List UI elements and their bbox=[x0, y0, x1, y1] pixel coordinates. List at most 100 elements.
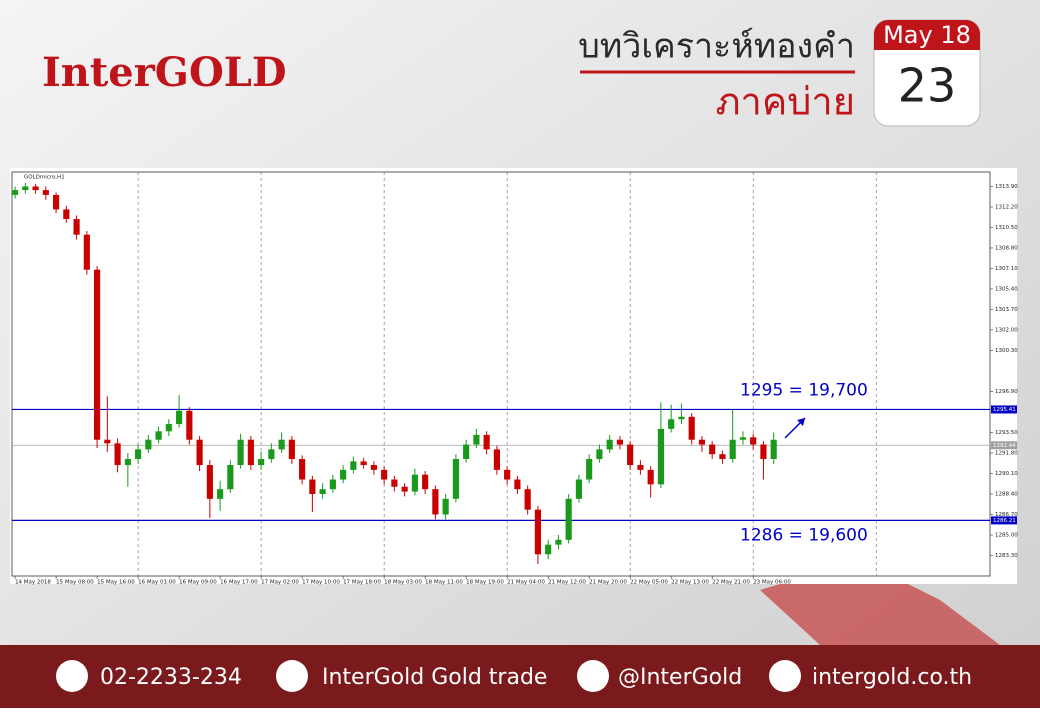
candle-body bbox=[657, 428, 664, 485]
candle-body bbox=[340, 469, 347, 480]
candle-body bbox=[237, 439, 244, 466]
candle-body bbox=[186, 410, 193, 440]
candle-body bbox=[719, 454, 726, 460]
x-tick-label: 16 May 09:00 bbox=[179, 580, 217, 586]
candle-body bbox=[12, 190, 19, 195]
candle-body bbox=[616, 439, 623, 445]
header-title: บทวิเคราะห์ทองคำ bbox=[578, 27, 855, 67]
candle-body bbox=[678, 416, 685, 420]
y-tick-label: 1283.30 bbox=[995, 553, 1018, 559]
candle-body bbox=[114, 443, 121, 466]
candle-body bbox=[227, 465, 234, 490]
candle-body bbox=[565, 498, 572, 540]
candle-body bbox=[268, 449, 275, 460]
y-tick-label: 1310.50 bbox=[995, 225, 1018, 231]
plot-frame bbox=[11, 171, 991, 577]
footer bbox=[0, 645, 1040, 708]
y-tick-label: 1293.50 bbox=[995, 430, 1018, 436]
level-note: 1295 = 19,700 bbox=[740, 380, 868, 400]
y-tick-label: 1291.80 bbox=[995, 450, 1018, 456]
y-tick-label: 1296.90 bbox=[995, 389, 1018, 395]
x-tick-label: 18 May 03:00 bbox=[384, 580, 422, 586]
candle-body bbox=[350, 461, 357, 470]
candle-body bbox=[94, 269, 101, 440]
candle-body bbox=[739, 437, 747, 440]
chart-title: GOLDmicro,H1 bbox=[24, 175, 65, 181]
candle-body bbox=[278, 439, 285, 450]
candle-body bbox=[217, 489, 224, 499]
y-tick-label: 1302.00 bbox=[995, 327, 1018, 333]
candle-body bbox=[575, 479, 582, 499]
y-tick-label: 1300.30 bbox=[995, 348, 1018, 354]
candle-body bbox=[514, 479, 521, 490]
candle-body bbox=[329, 479, 336, 490]
candle-body bbox=[606, 439, 613, 450]
x-tick-label: 15 May 08:00 bbox=[56, 580, 94, 586]
candle-body bbox=[524, 489, 531, 510]
candle-body bbox=[493, 449, 500, 470]
x-tick-label: 16 May 01:00 bbox=[138, 580, 176, 586]
x-tick-label: 22 May 05:00 bbox=[630, 580, 668, 586]
chart-panel bbox=[10, 168, 1017, 584]
candle-body bbox=[196, 439, 203, 466]
y-tick-label: 1312.20 bbox=[995, 204, 1018, 210]
candle-body bbox=[411, 474, 418, 492]
candle-body bbox=[698, 439, 706, 445]
calendar-month: May 18 bbox=[883, 21, 971, 49]
line-icon bbox=[577, 660, 609, 692]
candle-body bbox=[750, 437, 757, 445]
candle-body bbox=[627, 444, 634, 466]
candle-body bbox=[176, 410, 183, 425]
candle-body bbox=[463, 444, 470, 460]
x-tick-label: 23 May 06:00 bbox=[753, 580, 791, 586]
x-tick-label: 22 May 21:00 bbox=[712, 580, 750, 586]
candle-body bbox=[729, 439, 736, 460]
candle-body bbox=[432, 489, 439, 515]
header-subtitle: ภาคบ่าย bbox=[715, 80, 855, 124]
calendar-day: 23 bbox=[898, 59, 957, 113]
footer-website: intergold.co.th bbox=[812, 665, 972, 690]
candle-body bbox=[319, 489, 326, 494]
facebook-icon bbox=[276, 660, 308, 692]
candle-body bbox=[360, 461, 367, 466]
candle-body bbox=[258, 459, 265, 466]
candle-body bbox=[370, 465, 377, 470]
x-tick-label: 21 May 20:00 bbox=[589, 580, 627, 586]
candle-body bbox=[586, 459, 593, 480]
candle-body bbox=[299, 459, 306, 480]
candle-body bbox=[124, 459, 131, 466]
candle-body bbox=[206, 465, 213, 499]
x-tick-label: 17 May 10:00 bbox=[302, 580, 340, 586]
price-tag-label: 1295.41 bbox=[993, 407, 1016, 413]
x-tick-label: 18 May 19:00 bbox=[466, 580, 504, 586]
calendar-top bbox=[874, 20, 980, 50]
price-tag bbox=[991, 516, 1017, 525]
candle-body bbox=[165, 424, 172, 432]
footer-phone: 02-2233-234 bbox=[100, 665, 242, 690]
candle-body bbox=[442, 498, 449, 515]
candle-body bbox=[401, 486, 408, 492]
y-tick-label: 1288.40 bbox=[995, 491, 1018, 497]
candle-body bbox=[555, 539, 562, 545]
y-tick-label: 1303.70 bbox=[995, 307, 1018, 313]
x-tick-label: 22 May 13:00 bbox=[671, 580, 709, 586]
candle-body bbox=[288, 439, 295, 460]
footer-line: @InterGold bbox=[618, 665, 742, 690]
x-tick-label: 16 May 17:00 bbox=[220, 580, 258, 586]
candle-body bbox=[247, 439, 254, 466]
candle-body bbox=[391, 479, 398, 487]
candle-body bbox=[596, 449, 603, 460]
candle-body bbox=[73, 219, 80, 235]
y-tick-label: 1285.00 bbox=[995, 532, 1018, 538]
candle-body bbox=[22, 186, 29, 191]
x-tick-label: 14 May 2018 bbox=[15, 580, 51, 586]
candle-body bbox=[534, 509, 541, 555]
x-tick-label: 21 May 12:00 bbox=[548, 580, 586, 586]
candle-body bbox=[637, 465, 644, 470]
y-tick-label: 1307.10 bbox=[995, 266, 1018, 272]
phone-icon bbox=[56, 660, 88, 692]
candle-body bbox=[473, 434, 480, 445]
candle-body bbox=[504, 469, 511, 480]
price-tag-label: 1286.21 bbox=[993, 518, 1016, 524]
